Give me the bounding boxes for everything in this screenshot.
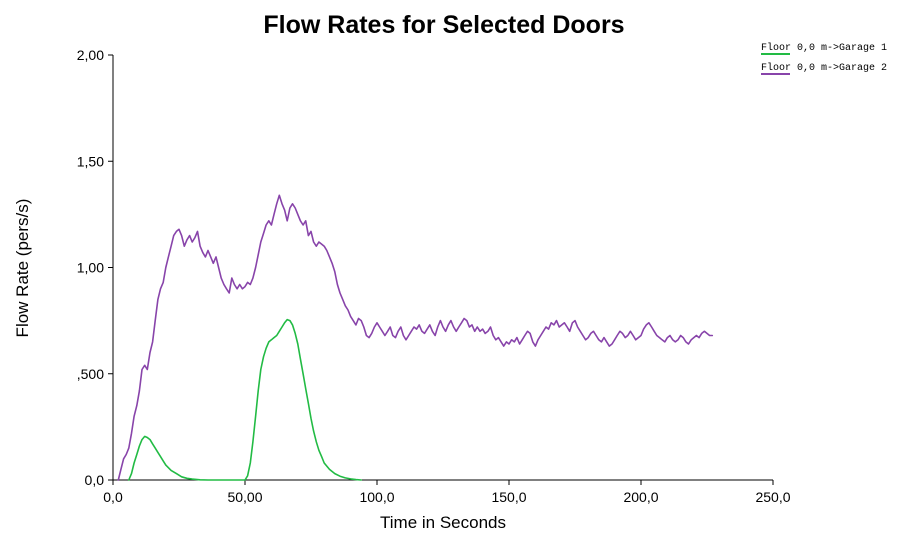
y-tick-label: 2,00	[77, 47, 104, 63]
y-tick-label: 1,00	[77, 260, 104, 276]
x-tick-label: 250,0	[755, 489, 790, 505]
chart-title: Flow Rates for Selected Doors	[263, 11, 624, 39]
legend-label-2: Floor 0,0 m->Garage 2	[761, 62, 887, 74]
y-tick-label: 1,50	[77, 153, 104, 169]
series-lines	[117, 194, 714, 481]
y-tick-label: 0,0	[85, 472, 105, 488]
series-line-2	[117, 194, 714, 481]
y-axis-label: Flow Rate (pers/s)	[13, 199, 32, 338]
x-tick-label: 150,0	[491, 489, 526, 505]
y-tick-label: ,500	[77, 366, 104, 382]
x-tick-label: 200,0	[623, 489, 658, 505]
x-tick-label: 50,00	[227, 489, 262, 505]
legend-label-1: Floor 0,0 m->Garage 1	[761, 42, 887, 54]
x-tick-label: 100,0	[359, 489, 394, 505]
x-axis-label: Time in Seconds	[380, 513, 506, 532]
x-tick-label: 0,0	[103, 489, 123, 505]
x-axis-ticks: 0,0 50,00 100,0 150,0 200,0 250,0	[103, 480, 791, 505]
y-axis-ticks: 0,0 ,500 1,00 1,50 2,00	[77, 47, 113, 488]
legend: Floor 0,0 m->Garage 1 Floor 0,0 m->Garage…	[761, 42, 887, 75]
series-line-1	[128, 318, 362, 481]
